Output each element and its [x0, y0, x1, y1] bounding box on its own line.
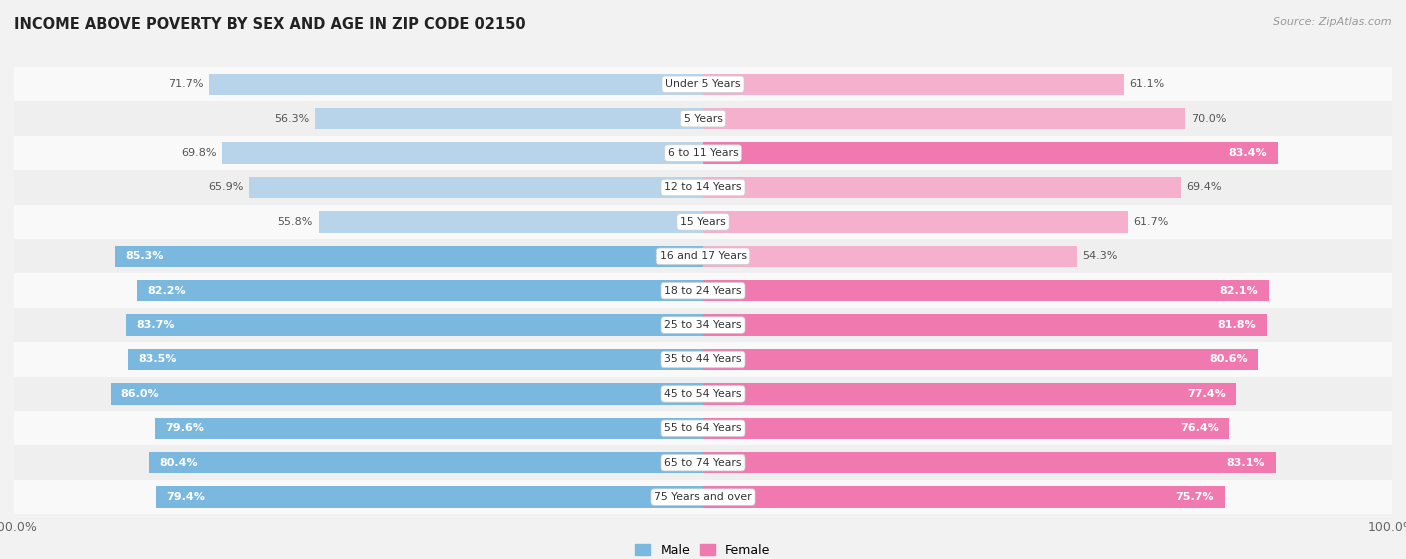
Bar [14, 67, 1392, 102]
Text: 69.8%: 69.8% [181, 148, 217, 158]
Bar [315, 108, 703, 129]
Text: 65.9%: 65.9% [208, 182, 243, 192]
Bar [14, 239, 1392, 273]
Bar [14, 342, 1392, 377]
Bar [111, 383, 703, 405]
Bar [14, 446, 1392, 480]
Bar [14, 308, 1392, 342]
Text: 85.3%: 85.3% [125, 252, 165, 261]
Text: 55 to 64 Years: 55 to 64 Years [664, 423, 742, 433]
Text: INCOME ABOVE POVERTY BY SEX AND AGE IN ZIP CODE 02150: INCOME ABOVE POVERTY BY SEX AND AGE IN Z… [14, 17, 526, 32]
Bar [703, 143, 1278, 164]
Bar [149, 452, 703, 473]
Bar [14, 377, 1392, 411]
Text: 81.8%: 81.8% [1218, 320, 1256, 330]
Text: 69.4%: 69.4% [1187, 182, 1222, 192]
Text: 71.7%: 71.7% [169, 79, 204, 89]
Text: 45 to 54 Years: 45 to 54 Years [664, 389, 742, 399]
Text: 56.3%: 56.3% [274, 113, 309, 124]
Bar [136, 280, 703, 301]
Bar [703, 245, 1077, 267]
Text: 70.0%: 70.0% [1191, 113, 1226, 124]
Bar [128, 349, 703, 370]
Bar [14, 273, 1392, 308]
Text: 79.6%: 79.6% [165, 423, 204, 433]
Text: 76.4%: 76.4% [1180, 423, 1219, 433]
Text: 18 to 24 Years: 18 to 24 Years [664, 286, 742, 296]
Text: 83.1%: 83.1% [1226, 458, 1265, 468]
Text: 61.1%: 61.1% [1129, 79, 1164, 89]
Text: 77.4%: 77.4% [1187, 389, 1226, 399]
Text: 80.6%: 80.6% [1209, 354, 1249, 364]
Text: 83.5%: 83.5% [138, 354, 176, 364]
Bar [703, 177, 1181, 198]
Bar [703, 211, 1128, 233]
Bar [703, 349, 1258, 370]
Bar [14, 170, 1392, 205]
Text: 80.4%: 80.4% [159, 458, 198, 468]
Bar [14, 205, 1392, 239]
Bar [209, 74, 703, 95]
Bar [155, 418, 703, 439]
Text: 86.0%: 86.0% [121, 389, 159, 399]
Text: 79.4%: 79.4% [166, 492, 205, 502]
Bar [249, 177, 703, 198]
Text: 61.7%: 61.7% [1133, 217, 1168, 227]
Text: 55.8%: 55.8% [277, 217, 314, 227]
Text: 54.3%: 54.3% [1083, 252, 1118, 261]
Text: 82.1%: 82.1% [1219, 286, 1258, 296]
Text: 65 to 74 Years: 65 to 74 Years [664, 458, 742, 468]
Bar [703, 314, 1267, 336]
Legend: Male, Female: Male, Female [630, 539, 776, 559]
Text: 25 to 34 Years: 25 to 34 Years [664, 320, 742, 330]
Text: 75.7%: 75.7% [1175, 492, 1215, 502]
Bar [222, 143, 703, 164]
Text: 75 Years and over: 75 Years and over [654, 492, 752, 502]
Bar [14, 411, 1392, 446]
Text: 83.7%: 83.7% [136, 320, 176, 330]
Bar [703, 383, 1236, 405]
Bar [703, 452, 1275, 473]
Text: 35 to 44 Years: 35 to 44 Years [664, 354, 742, 364]
Text: 83.4%: 83.4% [1229, 148, 1267, 158]
Bar [703, 280, 1268, 301]
Bar [14, 136, 1392, 170]
Bar [703, 418, 1229, 439]
Bar [319, 211, 703, 233]
Text: 6 to 11 Years: 6 to 11 Years [668, 148, 738, 158]
Bar [156, 486, 703, 508]
Bar [14, 480, 1392, 514]
Bar [127, 314, 703, 336]
Text: Under 5 Years: Under 5 Years [665, 79, 741, 89]
Bar [703, 108, 1185, 129]
Bar [703, 486, 1225, 508]
Text: 5 Years: 5 Years [683, 113, 723, 124]
Bar [703, 74, 1123, 95]
Text: 15 Years: 15 Years [681, 217, 725, 227]
Bar [14, 102, 1392, 136]
Text: Source: ZipAtlas.com: Source: ZipAtlas.com [1274, 17, 1392, 27]
Text: 16 and 17 Years: 16 and 17 Years [659, 252, 747, 261]
Text: 82.2%: 82.2% [148, 286, 186, 296]
Bar [115, 245, 703, 267]
Text: 12 to 14 Years: 12 to 14 Years [664, 182, 742, 192]
